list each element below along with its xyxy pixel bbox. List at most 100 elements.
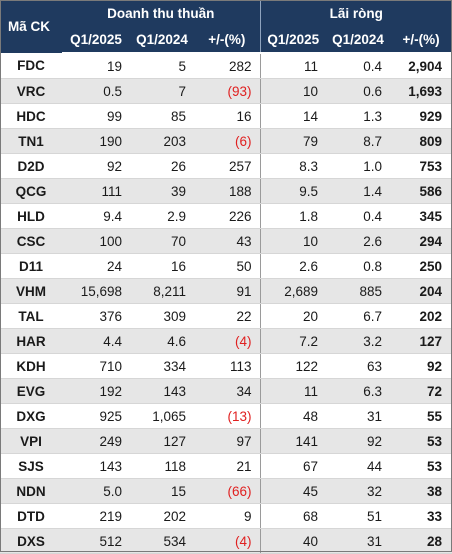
profit-change-cell: 55 xyxy=(390,403,452,429)
profit-q1-2025-cell: 48 xyxy=(259,403,327,429)
profit-q1-2025-cell: 141 xyxy=(259,428,327,454)
table-row: HLD 9.4 2.9 226 1.8 0.4 345 xyxy=(0,203,452,229)
revenue-change-cell: 22 xyxy=(194,303,261,329)
table-row: DTD 219 202 9 68 51 33 xyxy=(0,503,452,529)
ticker-cell: D11 xyxy=(0,253,62,279)
profit-group-header: Lãi ròng xyxy=(259,0,452,27)
ticker-cell: NDN xyxy=(0,478,62,504)
profit-change-cell: 127 xyxy=(390,328,452,354)
profit-q1-2024-cell: 0.6 xyxy=(326,78,391,104)
revenue-q1-2025-header: Q1/2025 xyxy=(62,27,130,54)
revenue-q1-2025-cell: 92 xyxy=(62,153,130,179)
profit-change-cell: 345 xyxy=(390,203,452,229)
ticker-cell: FDC xyxy=(0,53,62,79)
ticker-cell: HDC xyxy=(0,103,62,129)
table-row: FDC 19 5 282 11 0.4 2,904 xyxy=(0,53,452,79)
profit-change-cell: 72 xyxy=(390,378,452,404)
revenue-q1-2024-cell: 2.9 xyxy=(130,203,194,229)
profit-change-header: +/-(%) xyxy=(390,27,452,54)
profit-q1-2024-cell: 1.4 xyxy=(326,178,391,204)
revenue-change-cell: (6) xyxy=(194,128,261,154)
revenue-q1-2025-cell: 925 xyxy=(62,403,130,429)
revenue-q1-2025-cell: 111 xyxy=(62,178,130,204)
header-row-periods: Q1/2025 Q1/2024 +/-(%) Q1/2025 Q1/2024 +… xyxy=(0,27,452,54)
profit-change-cell: 1,693 xyxy=(390,78,452,104)
revenue-group-header: Doanh thu thuần xyxy=(62,0,261,27)
revenue-change-cell: 16 xyxy=(194,103,261,129)
revenue-q1-2024-cell: 5 xyxy=(130,53,194,79)
revenue-q1-2025-cell: 219 xyxy=(62,503,130,529)
revenue-q1-2024-cell: 309 xyxy=(130,303,194,329)
profit-q1-2024-cell: 1.3 xyxy=(326,103,391,129)
table-row: EVG 192 143 34 11 6.3 72 xyxy=(0,378,452,404)
profit-q1-2025-cell: 45 xyxy=(259,478,327,504)
profit-q1-2025-cell: 10 xyxy=(259,228,327,254)
profit-change-cell: 38 xyxy=(390,478,452,504)
profit-change-cell: 202 xyxy=(390,303,452,329)
table-body: FDC 19 5 282 11 0.4 2,904 VRC 0.5 7 (93) 10 0.6 1,693… xyxy=(0,53,452,554)
revenue-change-cell: (13) xyxy=(194,403,261,429)
profit-q1-2025-cell: 14 xyxy=(259,103,327,129)
revenue-q1-2025-cell: 190 xyxy=(62,128,130,154)
revenue-q1-2024-cell: 85 xyxy=(130,103,194,129)
profit-q1-2024-cell: 885 xyxy=(326,278,391,304)
revenue-q1-2024-header: Q1/2024 xyxy=(130,27,194,54)
revenue-change-cell: 97 xyxy=(194,428,261,454)
revenue-q1-2024-cell: 143 xyxy=(130,378,194,404)
profit-change-cell: 53 xyxy=(390,453,452,479)
revenue-change-cell: 34 xyxy=(194,378,261,404)
revenue-q1-2024-cell: 26 xyxy=(130,153,194,179)
profit-q1-2025-cell: 8.3 xyxy=(259,153,327,179)
revenue-q1-2025-cell: 9.4 xyxy=(62,203,130,229)
revenue-q1-2025-cell: 0.5 xyxy=(62,78,130,104)
revenue-q1-2024-cell: 118 xyxy=(130,453,194,479)
profit-q1-2024-cell: 1.0 xyxy=(326,153,391,179)
revenue-q1-2025-cell: 15,698 xyxy=(62,278,130,304)
revenue-q1-2024-cell: 70 xyxy=(130,228,194,254)
revenue-change-cell: (4) xyxy=(194,528,261,554)
revenue-q1-2024-cell: 127 xyxy=(130,428,194,454)
revenue-q1-2024-cell: 7 xyxy=(130,78,194,104)
revenue-change-cell: 91 xyxy=(194,278,261,304)
profit-change-cell: 28 xyxy=(390,528,452,554)
table-row: NDN 5.0 15 (66) 45 32 38 xyxy=(0,478,452,504)
profit-q1-2024-header: Q1/2024 xyxy=(326,27,391,54)
revenue-q1-2024-cell: 39 xyxy=(130,178,194,204)
profit-q1-2025-cell: 11 xyxy=(259,53,327,79)
ticker-cell: TN1 xyxy=(0,128,62,154)
table-row: SJS 143 118 21 67 44 53 xyxy=(0,453,452,479)
revenue-q1-2025-cell: 99 xyxy=(62,103,130,129)
revenue-change-cell: (4) xyxy=(194,328,261,354)
profit-q1-2024-cell: 8.7 xyxy=(326,128,391,154)
table-row: VPI 249 127 97 141 92 53 xyxy=(0,428,452,454)
ticker-cell: HLD xyxy=(0,203,62,229)
ticker-cell: SJS xyxy=(0,453,62,479)
profit-q1-2024-cell: 6.3 xyxy=(326,378,391,404)
profit-change-cell: 204 xyxy=(390,278,452,304)
revenue-change-cell: 50 xyxy=(194,253,261,279)
table-row: TAL 376 309 22 20 6.7 202 xyxy=(0,303,452,329)
profit-q1-2025-cell: 40 xyxy=(259,528,327,554)
profit-change-cell: 809 xyxy=(390,128,452,154)
profit-q1-2025-cell: 9.5 xyxy=(259,178,327,204)
revenue-change-cell: 9 xyxy=(194,503,261,529)
ticker-cell: EVG xyxy=(0,378,62,404)
table-row: DXG 925 1,065 (13) 48 31 55 xyxy=(0,403,452,429)
profit-change-cell: 53 xyxy=(390,428,452,454)
ticker-cell: TAL xyxy=(0,303,62,329)
profit-q1-2025-cell: 7.2 xyxy=(259,328,327,354)
table-row: KDH 710 334 113 122 63 92 xyxy=(0,353,452,379)
revenue-q1-2025-cell: 512 xyxy=(62,528,130,554)
revenue-change-cell: (93) xyxy=(194,78,261,104)
revenue-q1-2025-cell: 192 xyxy=(62,378,130,404)
profit-q1-2024-cell: 0.4 xyxy=(326,53,391,79)
revenue-q1-2024-cell: 202 xyxy=(130,503,194,529)
revenue-change-header: +/-(%) xyxy=(194,27,261,54)
revenue-q1-2024-cell: 4.6 xyxy=(130,328,194,354)
profit-q1-2024-cell: 0.8 xyxy=(326,253,391,279)
profit-q1-2025-cell: 1.8 xyxy=(259,203,327,229)
profit-q1-2025-cell: 2.6 xyxy=(259,253,327,279)
revenue-q1-2025-cell: 143 xyxy=(62,453,130,479)
profit-q1-2024-cell: 92 xyxy=(326,428,391,454)
